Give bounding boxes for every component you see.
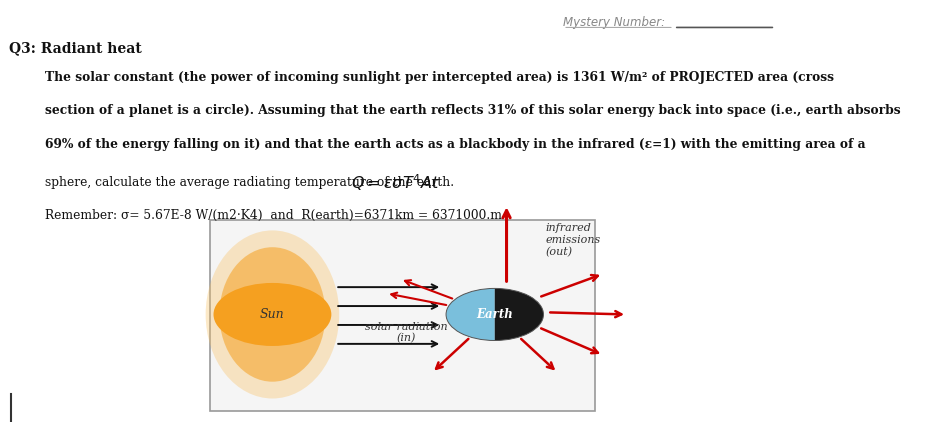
Text: solar radiation
(in): solar radiation (in) — [364, 321, 447, 343]
Text: Q3: Radiant heat: Q3: Radiant heat — [9, 41, 142, 55]
Circle shape — [214, 283, 331, 346]
Text: section of a planet is a circle). Assuming that the earth reflects 31% of this s: section of a planet is a circle). Assumi… — [45, 104, 901, 117]
Text: Earth: Earth — [476, 308, 513, 321]
Text: infrared
emissions
(out): infrared emissions (out) — [546, 223, 601, 257]
Wedge shape — [494, 288, 544, 341]
Text: Sun: Sun — [260, 308, 285, 321]
Text: The solar constant (the power of incoming sunlight per intercepted area) is 1361: The solar constant (the power of incomin… — [45, 71, 833, 84]
Text: Remember: σ= 5.67E-8 W/(m2·K4)  and  R(earth)=6371km = 6371000.m: Remember: σ= 5.67E-8 W/(m2·K4) and R(ear… — [45, 209, 502, 222]
Text: Mystery Number:: Mystery Number: — [563, 16, 665, 29]
Text: sphere, calculate the average radiating temperature of the earth.: sphere, calculate the average radiating … — [45, 176, 454, 189]
Text: $Q = \varepsilon\sigma T^4 At$: $Q = \varepsilon\sigma T^4 At$ — [351, 173, 440, 193]
Wedge shape — [446, 288, 494, 341]
Ellipse shape — [206, 231, 339, 398]
Ellipse shape — [219, 247, 326, 382]
Bar — [210, 220, 594, 411]
Text: 69% of the energy falling on it) and that the earth acts as a blackbody in the i: 69% of the energy falling on it) and tha… — [45, 138, 865, 151]
